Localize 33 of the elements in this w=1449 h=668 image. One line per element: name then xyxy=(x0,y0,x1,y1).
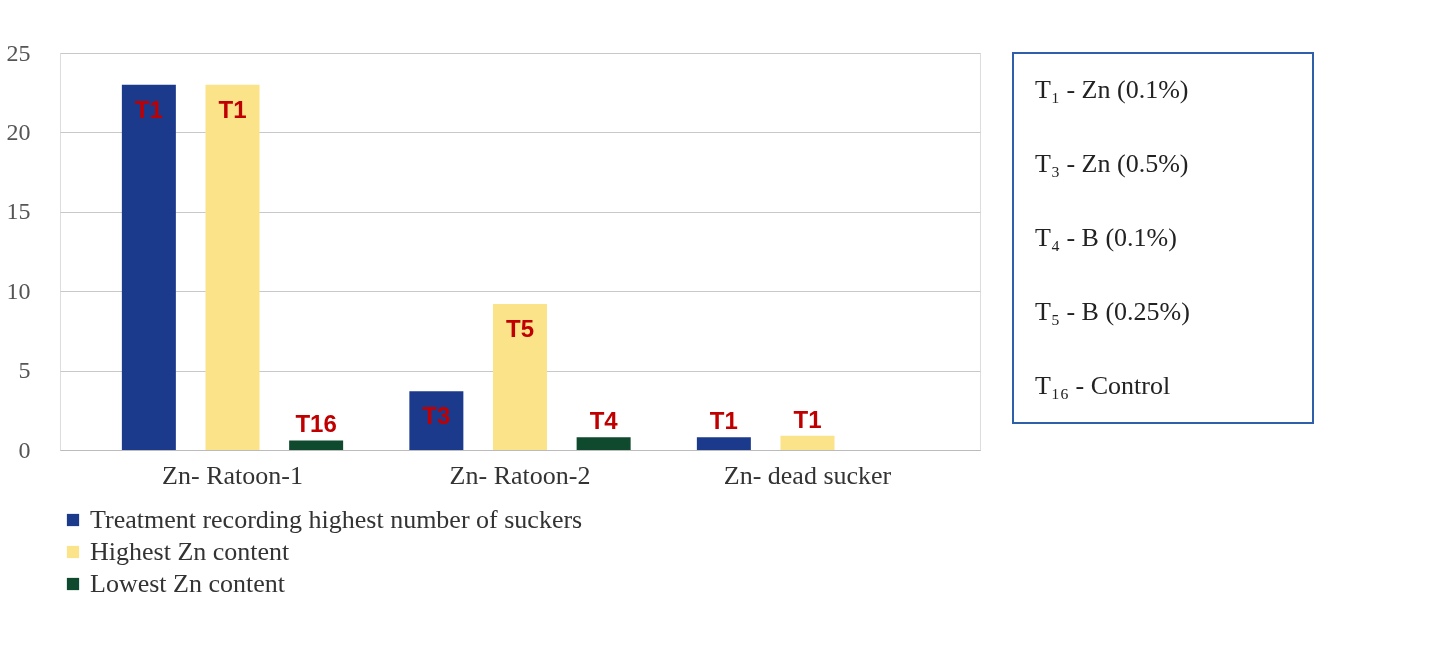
x-tick-label: Zn- Ratoon-2 xyxy=(449,460,591,490)
legend-label: Lowest Zn content xyxy=(90,569,286,598)
legend-label: Treatment recording highest number of suckers xyxy=(90,505,583,534)
bar xyxy=(289,440,344,450)
data-label: T1 xyxy=(134,95,163,123)
x-tick-label: Zn- Ratoon-1 xyxy=(162,460,303,490)
data-label: T1 xyxy=(218,95,247,123)
bar xyxy=(409,391,464,450)
y-tick-label: 5 xyxy=(18,357,31,384)
data-label: T16 xyxy=(295,410,337,438)
y-tick-label: 25 xyxy=(6,39,31,66)
data-label: T3 xyxy=(422,402,451,430)
y-tick-label: 15 xyxy=(6,198,31,225)
bar xyxy=(493,303,547,450)
data-label: T1 xyxy=(709,407,738,435)
bar xyxy=(205,84,260,450)
y-tick-label: 0 xyxy=(18,436,31,463)
x-tick-label: Zn- dead sucker xyxy=(723,460,892,490)
text: T₅ - B (0.25%) xyxy=(1035,297,1190,326)
text: T₃ - Zn (0.5%) xyxy=(1035,149,1189,178)
data-label: T4 xyxy=(589,407,619,435)
data-label: T5 xyxy=(505,314,535,342)
bar xyxy=(780,435,835,450)
text: T₁ - Zn (0.1%) xyxy=(1035,75,1189,104)
data-label: T1 xyxy=(793,405,822,433)
text: T₁₆ - Control xyxy=(1035,371,1171,400)
bar xyxy=(696,437,751,450)
y-tick-label: 10 xyxy=(6,277,31,304)
y-tick-label: 20 xyxy=(6,118,31,145)
bar xyxy=(121,84,176,450)
bar xyxy=(576,437,631,450)
text: T₄ - B (0.1%) xyxy=(1035,223,1177,252)
legend-label: Highest Zn content xyxy=(90,537,291,566)
